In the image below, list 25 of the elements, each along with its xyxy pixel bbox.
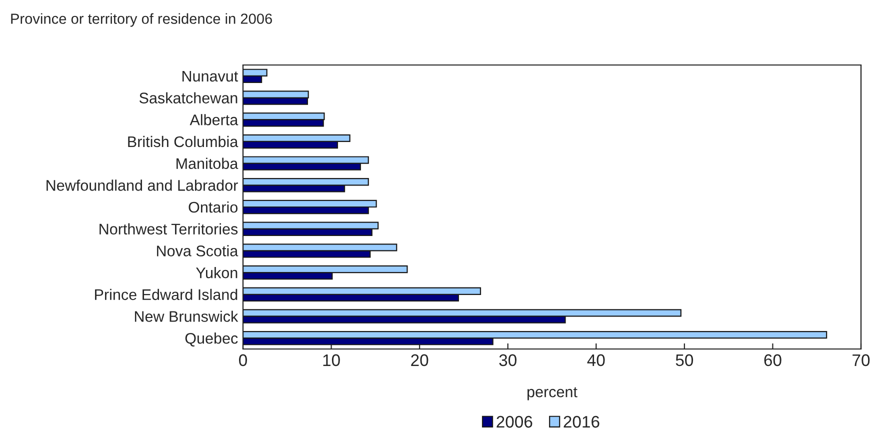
x-tick-label: 40 (587, 354, 605, 366)
y-tick-label: Alberta (190, 114, 238, 126)
y-tick-label: Yukon (196, 267, 238, 278)
y-tick-label: Prince Edward Island (95, 288, 238, 300)
x-tick-label: 60 (764, 354, 782, 366)
x-tick-label: 30 (499, 354, 516, 366)
y-tick-label: Manitoba (176, 158, 238, 169)
legend-label: 2006 (496, 416, 532, 428)
x-tick-label: 10 (323, 354, 340, 366)
y-tick-label: Nova Scotia (157, 245, 238, 256)
chart-title: Province or territory of residence in 2006 (11, 13, 272, 27)
y-tick-label: New Brunswick (134, 310, 238, 322)
y-tick-label: Saskatchewan (139, 92, 238, 104)
y-tick-label: Nunavut (182, 70, 238, 82)
x-axis-title: percent (528, 387, 578, 400)
legend-label: 2016 (564, 416, 600, 428)
y-tick-label: Ontario (188, 201, 238, 213)
y-tick-label: British Columbia (128, 136, 238, 148)
y-tick-label: Quebec (185, 332, 238, 346)
x-tick-label: 20 (411, 354, 428, 366)
x-tick-label: 70 (852, 354, 870, 366)
y-tick-label: Northwest Territories (100, 223, 238, 235)
x-tick-label: 50 (676, 354, 694, 366)
x-tick-label: 0 (239, 354, 247, 366)
y-tick-label: Newfoundland and Labrador (46, 180, 238, 191)
